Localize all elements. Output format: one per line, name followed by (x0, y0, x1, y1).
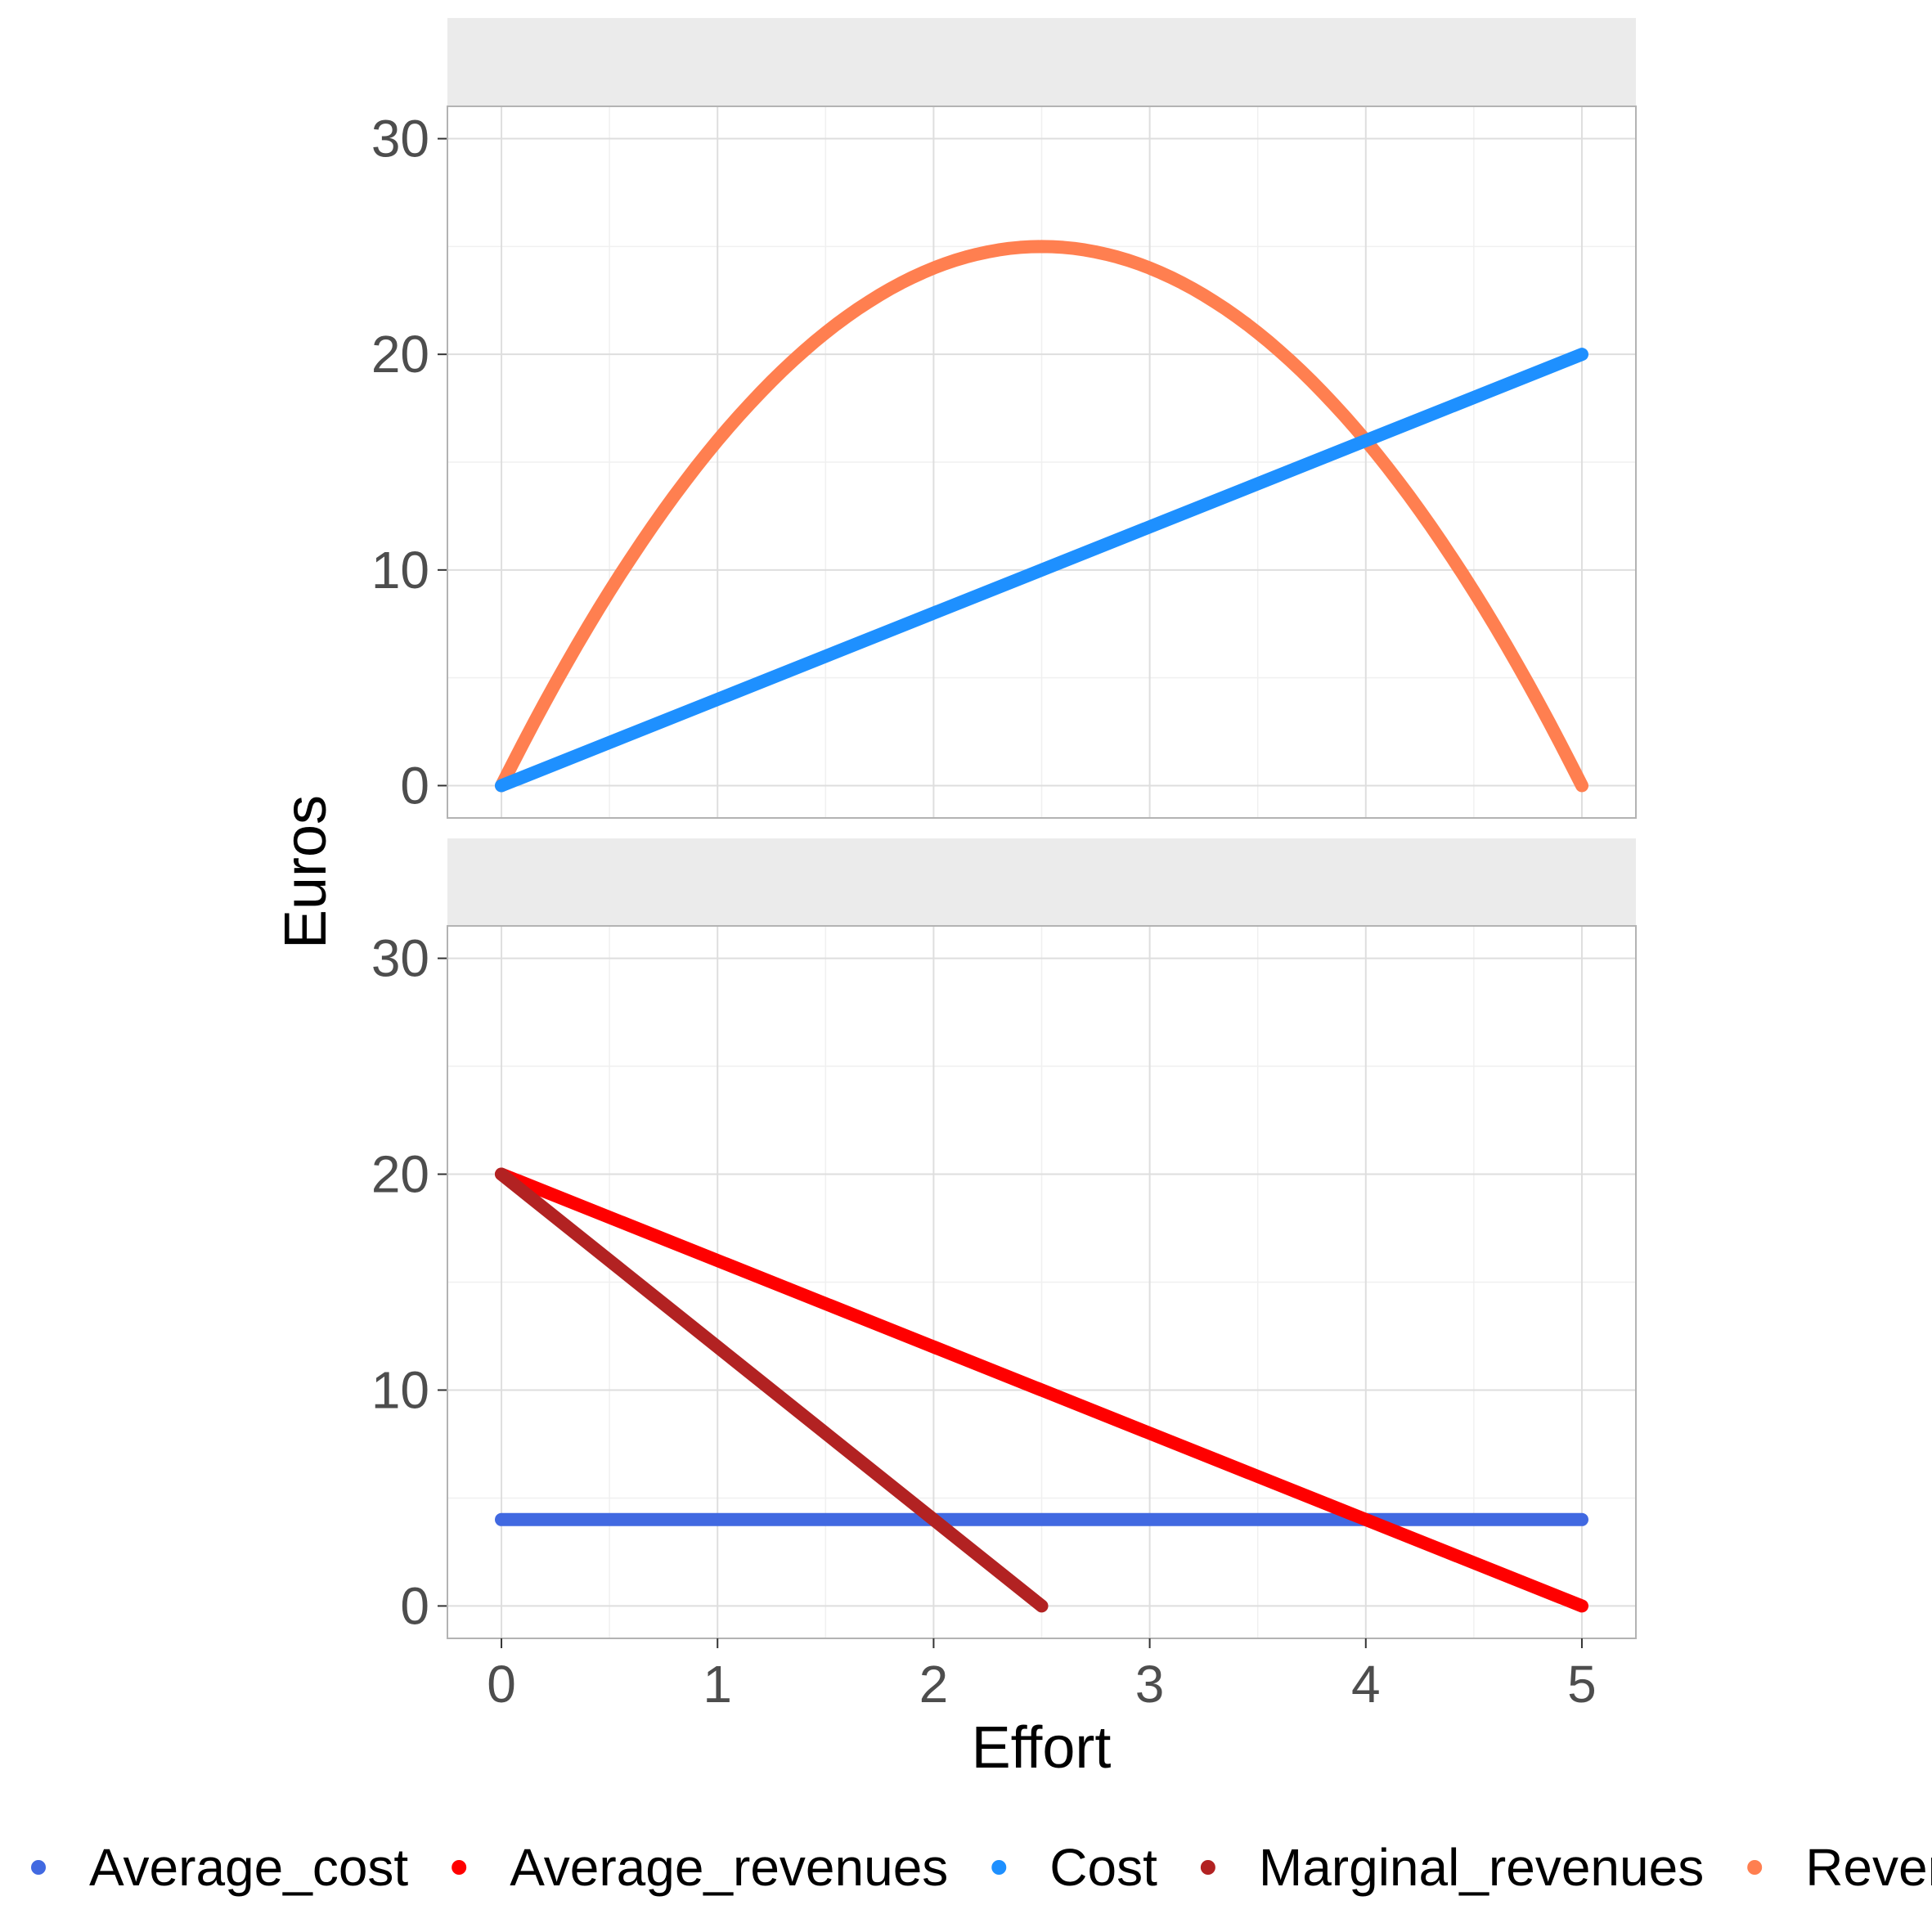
y-tick-label: 10 (371, 1360, 429, 1419)
x-tick-label: 2 (919, 1655, 949, 1714)
panel-2: 0 10 20 30 0 1 2 3 4 5 (371, 838, 1637, 1714)
x-tick-label: 1 (703, 1655, 732, 1714)
legend-item: Revenues (1747, 1838, 1932, 1897)
x-tick-label: 3 (1135, 1655, 1165, 1714)
legend-label: Average_revenues (510, 1838, 948, 1897)
panel-border (447, 106, 1637, 819)
series-line-revenues (495, 240, 1588, 793)
legend-label: Marginal_revenues (1259, 1838, 1704, 1897)
x-tick-label: 4 (1351, 1655, 1381, 1714)
series-line-marginal-revenues (495, 1167, 1049, 1613)
panels: 0 10 20 30 0 10 20 30 0 1 2 3 4 5 (371, 18, 1637, 1714)
y-axis-title: Euros (273, 795, 339, 949)
legend-label: Cost (1049, 1838, 1157, 1897)
y-tick-label: 20 (371, 1145, 429, 1204)
y-tick-label: 10 (371, 541, 429, 600)
y-tick-label: 30 (371, 929, 429, 988)
y-tick-label: 0 (400, 756, 429, 815)
y-tick-label: 30 (371, 110, 429, 168)
legend-item: Average_cost (31, 1838, 408, 1897)
legend-item: Marginal_revenues (1200, 1838, 1704, 1897)
series-line-average-revenues (495, 1167, 1588, 1613)
legend-key (1747, 1860, 1763, 1875)
legend-item: Cost (991, 1838, 1157, 1897)
legend-label: Revenues (1805, 1838, 1932, 1897)
legend-key (1200, 1860, 1215, 1875)
legend-key (452, 1860, 467, 1875)
legend-key (31, 1860, 46, 1875)
panel-1: 0 10 20 30 (371, 18, 1637, 819)
legend-key (991, 1860, 1007, 1875)
x-tick-label: 5 (1567, 1655, 1597, 1714)
legend-label: Average_cost (89, 1838, 408, 1897)
legend-item: Average_revenues (452, 1838, 948, 1897)
x-tick-label: 0 (487, 1655, 516, 1714)
legend: Average_cost Average_revenues Cost Marginal… (31, 1838, 1932, 1897)
y-tick-label: 0 (400, 1576, 429, 1635)
panel-strip (447, 18, 1636, 106)
x-axis-title: Effort (972, 1715, 1112, 1781)
panel-border (447, 925, 1637, 1639)
series-line-cost (495, 348, 1588, 793)
panel-strip (447, 838, 1636, 926)
y-tick-label: 20 (371, 325, 429, 384)
